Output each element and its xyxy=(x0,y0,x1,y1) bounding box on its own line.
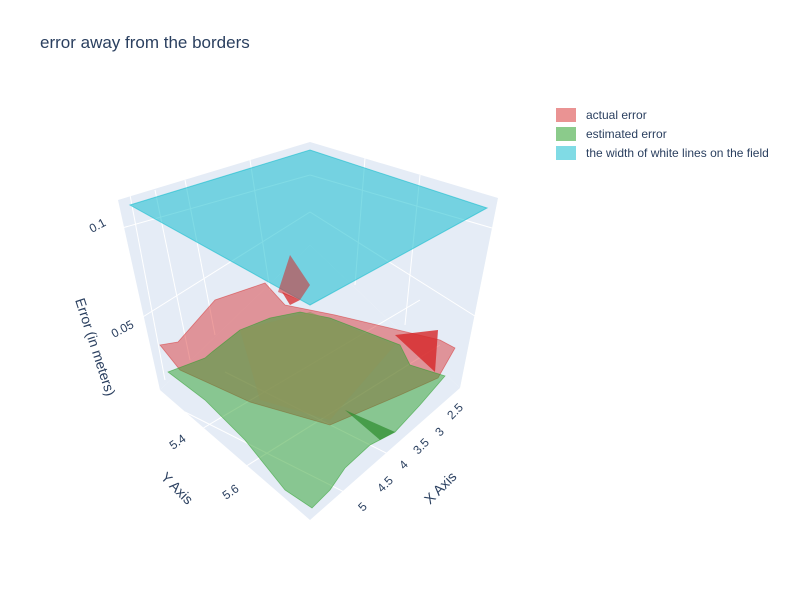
legend-label-estimated-error: estimated error xyxy=(586,126,667,141)
legend-swatch-white-line-width xyxy=(556,145,576,160)
z-tick-0.1: 0.1 xyxy=(87,215,109,235)
x-tick-4.5: 4.5 xyxy=(374,473,396,495)
y-axis-title: Y Axis xyxy=(158,469,197,508)
surface-estimated-error[interactable] xyxy=(167,311,446,509)
chart-title: error away from the borders xyxy=(40,33,250,52)
legend-item-estimated-error[interactable]: estimated error xyxy=(556,124,769,143)
x-tick-3.5: 3.5 xyxy=(410,435,432,457)
legend: actual error estimated error the width o… xyxy=(556,105,769,162)
legend-item-actual-error[interactable]: actual error xyxy=(556,105,769,124)
x-tick-2.5: 2.5 xyxy=(444,400,466,422)
x-tick-3: 3 xyxy=(432,424,447,439)
x-axis-title: X Axis xyxy=(421,468,460,507)
legend-item-white-line-width[interactable]: the width of white lines on the field xyxy=(556,143,769,162)
z-axis-title: Error (in meters) xyxy=(72,296,119,398)
legend-swatch-estimated-error xyxy=(556,126,576,141)
z-tick-0.05: 0.05 xyxy=(109,317,136,340)
legend-label-actual-error: actual error xyxy=(586,107,647,122)
legend-swatch-actual-error xyxy=(556,107,576,122)
y-tick-5.4: 5.4 xyxy=(167,431,189,452)
surface-white-line-width[interactable] xyxy=(128,149,489,306)
y-tick-5.6: 5.6 xyxy=(220,481,242,502)
legend-label-white-line-width: the width of white lines on the field xyxy=(586,145,769,160)
